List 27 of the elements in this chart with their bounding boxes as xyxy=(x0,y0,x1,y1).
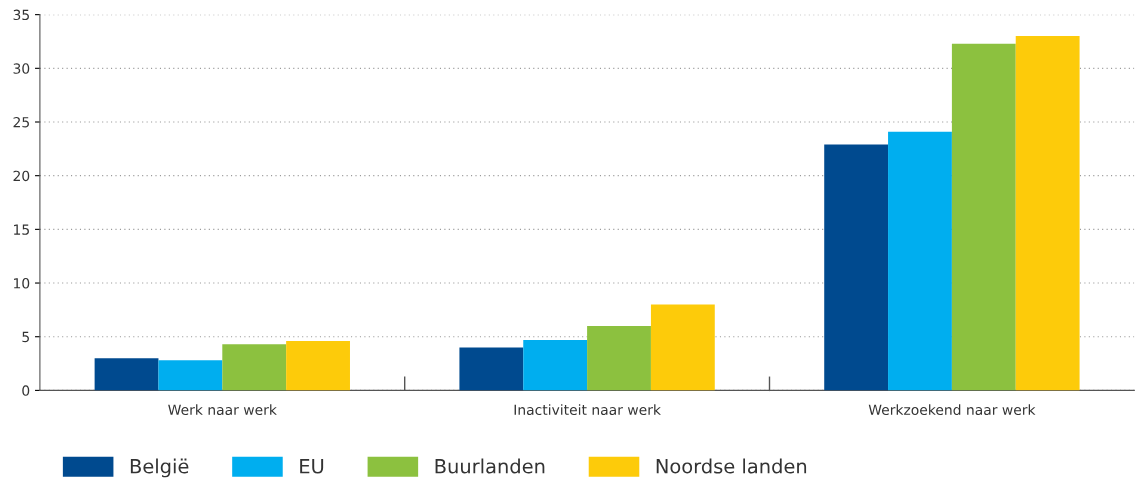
legend-label: EU xyxy=(300,459,324,474)
bar xyxy=(650,304,715,391)
x-tick-label: Werkzoekend naar werk xyxy=(868,404,1036,416)
y-tick-label: 0 xyxy=(22,385,30,396)
bar xyxy=(523,339,588,391)
bar xyxy=(286,341,350,391)
bar xyxy=(222,344,287,391)
y-tick-label: 15 xyxy=(14,224,29,235)
bar xyxy=(587,325,651,391)
bar xyxy=(951,43,1016,391)
legend-label: Noordse landen xyxy=(656,458,807,474)
legend-label: Buurlanden xyxy=(435,458,545,474)
bar xyxy=(824,144,889,391)
bar xyxy=(888,131,952,391)
x-tick-label: Werk naar werk xyxy=(168,404,277,416)
bar xyxy=(459,347,524,391)
legend-label: België xyxy=(130,458,189,478)
y-tick-label: 20 xyxy=(13,170,30,182)
y-tick-label: 35 xyxy=(13,9,29,21)
y-tick-label: 30 xyxy=(13,63,30,74)
y-tick-label: 5 xyxy=(22,331,29,343)
x-tick-label: Inactiviteit naar werk xyxy=(514,404,661,416)
y-tick-label: 25 xyxy=(13,116,29,128)
bar xyxy=(158,360,223,391)
bar xyxy=(1015,36,1080,391)
bar xyxy=(94,358,159,391)
y-tick-label: 10 xyxy=(14,278,30,289)
